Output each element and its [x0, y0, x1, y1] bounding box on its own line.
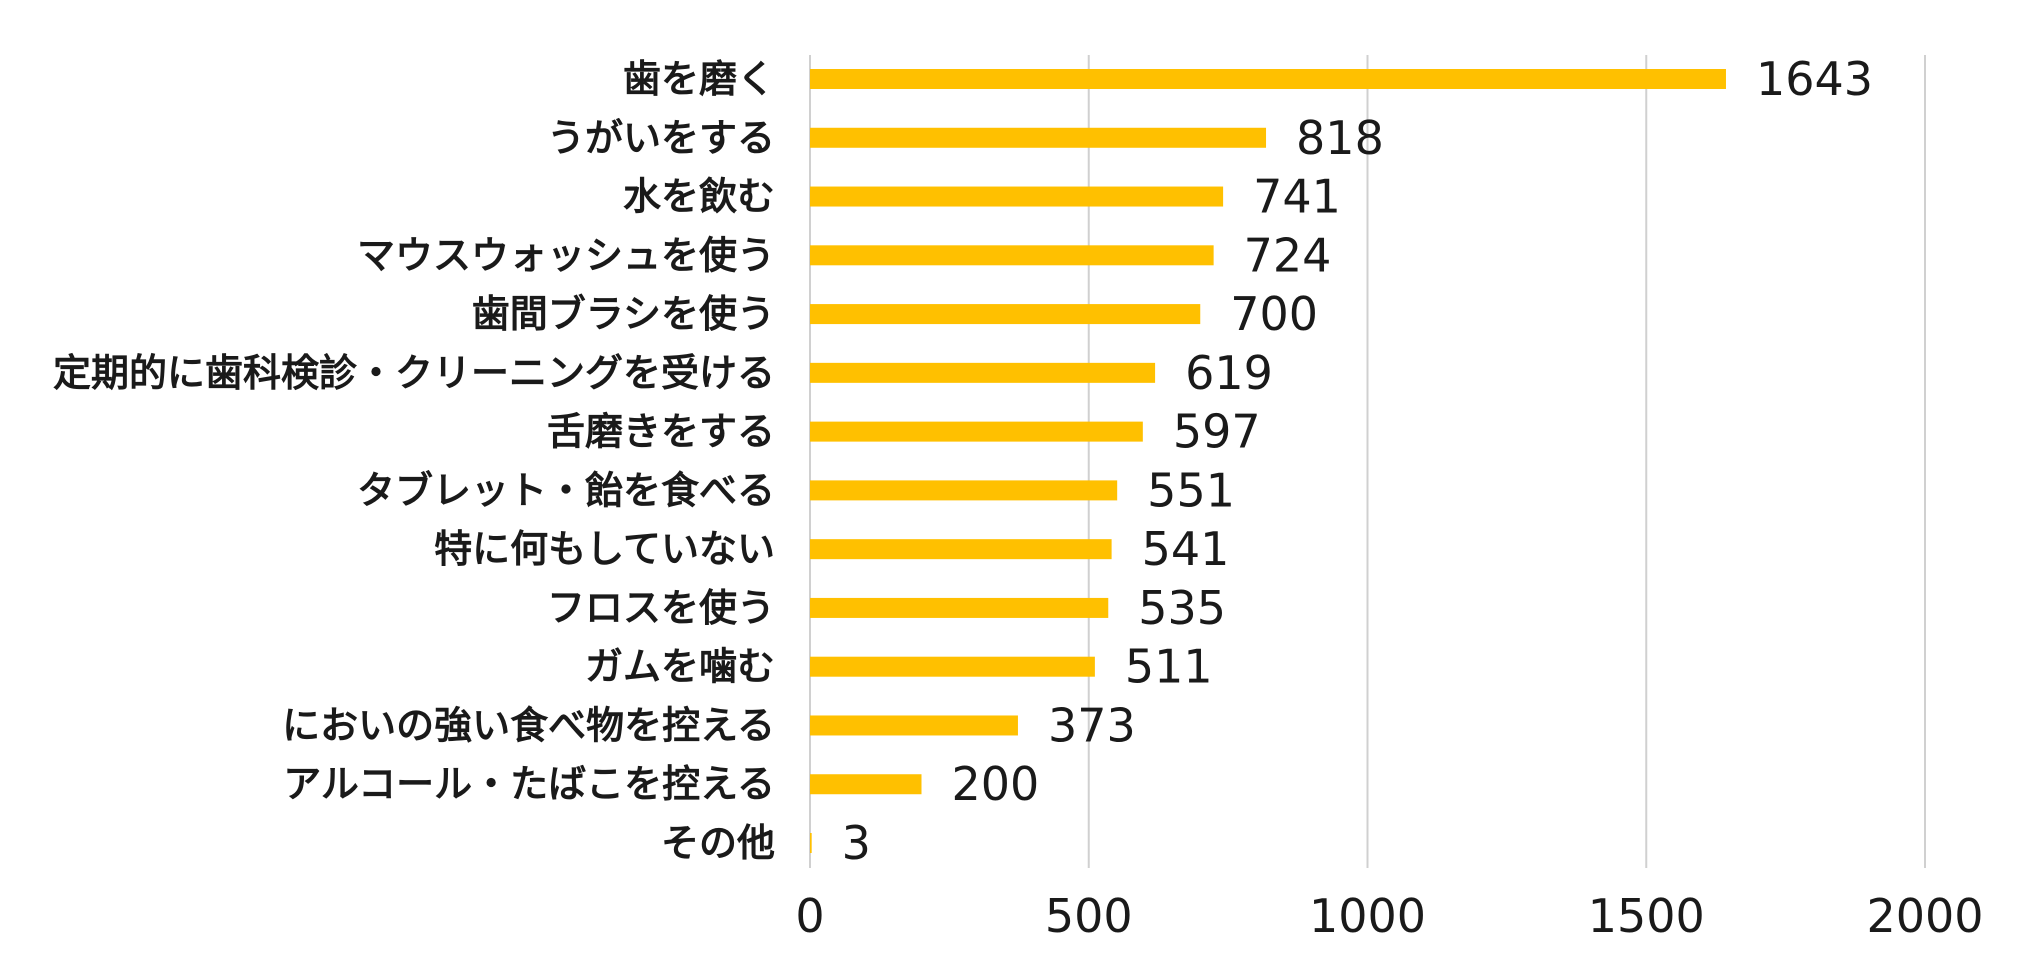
bar: [810, 186, 1224, 207]
category-label: その他: [661, 821, 775, 865]
bar: [810, 304, 1201, 325]
bar: [810, 127, 1267, 148]
data-label: 1643: [1756, 52, 1873, 106]
x-axis-tick-labels: 0 500 1000 1500 2000: [795, 889, 1983, 943]
category-label: うがいをする: [547, 116, 775, 160]
category-labels: 歯を磨くうがいをする水を飲むマウスウォッシュを使う歯間ブラシを使う定期的に歯科検…: [53, 57, 775, 865]
data-label: 3: [842, 816, 871, 870]
data-label: 597: [1173, 405, 1261, 459]
bar: [810, 715, 1018, 736]
bar: [810, 245, 1214, 266]
data-label: 619: [1185, 346, 1273, 400]
category-label: 歯間ブラシを使う: [472, 292, 775, 336]
x-tick-label: 1500: [1588, 889, 1705, 943]
category-label: アルコール・たばこを控える: [283, 762, 775, 806]
data-label: 535: [1138, 581, 1226, 635]
bar: [810, 362, 1156, 383]
category-label: タブレット・飴を食べる: [357, 468, 775, 512]
category-label: 歯を磨く: [623, 57, 775, 101]
category-label: においの強い食べ物を控える: [282, 703, 775, 747]
bar: [810, 833, 812, 854]
category-label: 水を飲む: [623, 175, 775, 219]
data-label: 700: [1230, 287, 1318, 341]
data-label: 373: [1048, 698, 1136, 752]
category-label: フロスを使う: [547, 586, 775, 630]
data-label: 200: [952, 757, 1040, 811]
bar: [810, 539, 1112, 560]
category-label: 特に何もしていない: [434, 527, 775, 571]
bar: [810, 656, 1095, 677]
category-label: ガムを噛む: [585, 645, 775, 689]
gridlines: [809, 55, 1926, 868]
bar: [810, 774, 922, 795]
bar: [810, 421, 1143, 442]
bar: [810, 69, 1726, 89]
x-tick-label: 1000: [1309, 889, 1426, 943]
x-tick-label: 500: [1045, 889, 1133, 943]
data-labels: 1643 818741724700619597551541535511373200…: [842, 52, 1873, 870]
data-label: 551: [1147, 463, 1235, 517]
data-label: 541: [1142, 522, 1230, 576]
data-label: 511: [1125, 640, 1213, 694]
data-label: 818: [1296, 111, 1384, 165]
bar: [810, 597, 1109, 618]
x-tick-label: 2000: [1866, 889, 1983, 943]
data-label: 724: [1244, 228, 1332, 282]
data-label: 741: [1253, 170, 1341, 224]
category-label: マウスウォッシュを使う: [357, 233, 775, 277]
bar: [810, 480, 1118, 501]
category-label: 舌磨きをする: [547, 410, 775, 454]
x-tick-label: 0: [795, 889, 824, 943]
category-label: 定期的に歯科検診・クリーニングを受ける: [53, 351, 775, 395]
bars: [810, 69, 1726, 854]
